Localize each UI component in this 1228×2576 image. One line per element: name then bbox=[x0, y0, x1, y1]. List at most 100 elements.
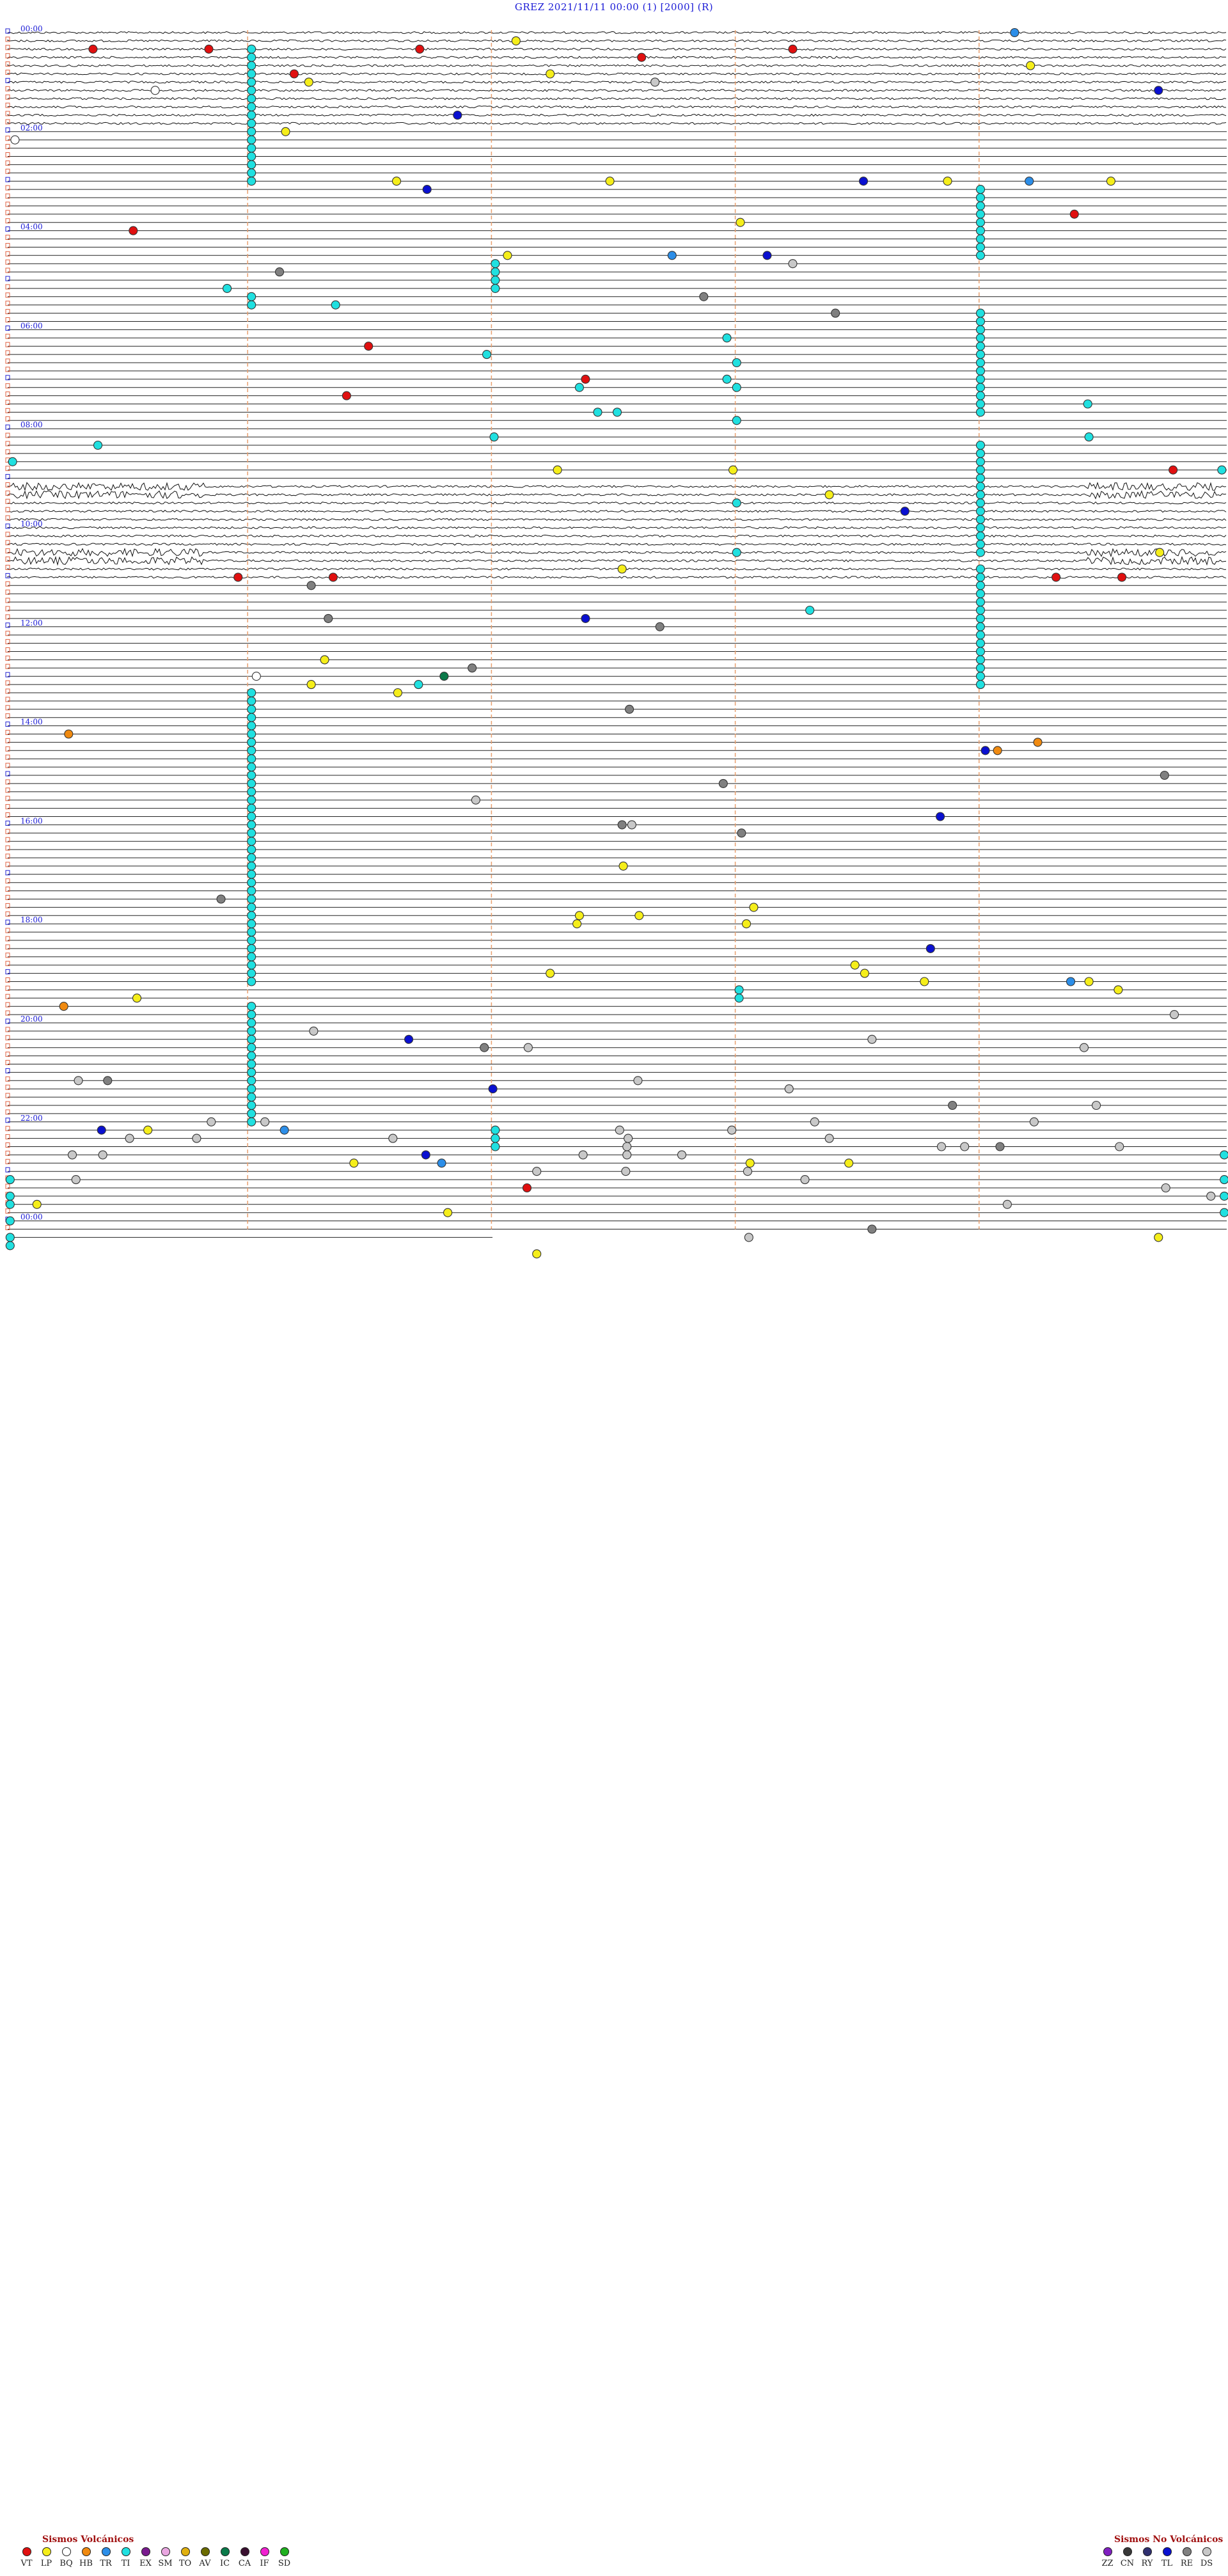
ti-event bbox=[975, 672, 986, 681]
row-marker bbox=[5, 804, 10, 810]
row-marker bbox=[5, 639, 10, 645]
row-marker bbox=[5, 614, 10, 620]
trace-line bbox=[7, 122, 1227, 125]
trace-line bbox=[7, 548, 1227, 558]
event-re bbox=[831, 308, 840, 318]
event-lp bbox=[850, 960, 860, 970]
row-marker bbox=[5, 779, 10, 785]
ti-event bbox=[975, 589, 986, 599]
legend-non-volcanic-title: Sismos No Volcánicos bbox=[1114, 2534, 1224, 2545]
ti-event bbox=[247, 1026, 256, 1036]
row-marker bbox=[5, 1142, 10, 1148]
row-marker bbox=[5, 845, 10, 851]
legend-dot-hb bbox=[81, 2547, 91, 2556]
row-marker bbox=[5, 466, 10, 471]
trace-line bbox=[7, 526, 1227, 530]
event-hb bbox=[59, 1002, 68, 1011]
ti-event bbox=[247, 729, 256, 739]
time-label: 04:00 bbox=[20, 223, 43, 232]
legend-item-ex: EX bbox=[136, 2547, 155, 2568]
event-lp bbox=[824, 490, 834, 500]
row-marker bbox=[5, 589, 10, 595]
row-marker bbox=[5, 498, 10, 504]
ti-event bbox=[247, 168, 256, 178]
row-marker bbox=[5, 812, 10, 818]
ti-event bbox=[247, 44, 256, 54]
row-marker bbox=[5, 94, 10, 100]
row-marker bbox=[5, 1101, 10, 1107]
event-bq bbox=[251, 672, 261, 681]
event-tr bbox=[667, 251, 677, 260]
legend-code-tl: TL bbox=[1161, 2559, 1173, 2568]
ti-event bbox=[975, 201, 986, 210]
legend-dot-vt bbox=[22, 2547, 31, 2556]
event-vt bbox=[1117, 573, 1127, 582]
ti-event bbox=[247, 763, 256, 772]
ti-event bbox=[247, 1100, 256, 1110]
time-label: 00:00 bbox=[20, 24, 43, 33]
event-ds bbox=[1079, 1043, 1089, 1052]
row-marker bbox=[5, 697, 10, 702]
legend-code-lp: LP bbox=[40, 2559, 52, 2568]
event-lp bbox=[32, 1199, 42, 1209]
legend-code-if: IF bbox=[260, 2559, 269, 2568]
ti-event bbox=[975, 647, 986, 656]
event-ti bbox=[5, 1216, 15, 1226]
event-ds bbox=[627, 820, 636, 830]
legend-code-ry: RY bbox=[1141, 2559, 1153, 2568]
event-ti bbox=[8, 457, 17, 466]
trace-line bbox=[7, 555, 1227, 566]
event-ds bbox=[810, 1117, 819, 1126]
ti-event bbox=[247, 770, 256, 780]
ti-event bbox=[491, 1125, 500, 1135]
event-hb bbox=[64, 729, 74, 739]
event-re bbox=[625, 704, 634, 714]
event-tr bbox=[1066, 977, 1076, 986]
event-ds bbox=[624, 1134, 633, 1143]
row-marker bbox=[5, 136, 10, 141]
row-marker bbox=[5, 309, 10, 315]
event-ti bbox=[482, 350, 492, 360]
legend-dot-ds bbox=[1202, 2547, 1211, 2556]
legend-dot-av bbox=[200, 2547, 210, 2556]
ti-event bbox=[975, 581, 986, 590]
event-ti bbox=[732, 548, 741, 557]
ti-event bbox=[247, 746, 256, 755]
legend-dot-zz bbox=[1103, 2547, 1112, 2556]
event-re bbox=[216, 894, 226, 904]
event-vt bbox=[1169, 465, 1178, 475]
row-marker bbox=[5, 226, 10, 232]
event-vt bbox=[233, 573, 243, 582]
row-marker bbox=[5, 61, 10, 67]
event-ds bbox=[67, 1150, 77, 1160]
event-lp bbox=[728, 465, 738, 475]
row-marker bbox=[5, 242, 10, 248]
legend-item-tr: TR bbox=[96, 2547, 116, 2568]
event-ti bbox=[732, 358, 741, 368]
trace-line bbox=[7, 47, 1227, 51]
event-ti bbox=[1083, 399, 1092, 409]
trace-rows bbox=[7, 31, 1227, 1238]
row-marker bbox=[5, 928, 10, 933]
row-marker bbox=[5, 565, 10, 570]
ti-event bbox=[975, 399, 986, 409]
ti-event bbox=[247, 52, 256, 62]
ti-event bbox=[247, 160, 256, 170]
ti-event bbox=[247, 696, 256, 706]
ti-event bbox=[491, 1142, 500, 1151]
ti-event bbox=[491, 283, 500, 293]
ti-event bbox=[975, 448, 986, 458]
time-labels: 00:00 02:00 04:00 06:00 08:00 10:00 12:00 14:00… bbox=[20, 24, 43, 1222]
ti-event bbox=[975, 242, 986, 252]
row-marker bbox=[5, 317, 10, 322]
event-re bbox=[306, 581, 316, 590]
legend-volcanic-items: VT LP BQ HB TR TI EX SM TO AV IC CA IF SD bbox=[17, 2547, 294, 2568]
event-re bbox=[1160, 770, 1169, 780]
ti-columns bbox=[247, 44, 986, 1151]
row-marker bbox=[5, 441, 10, 446]
ti-event bbox=[247, 919, 256, 929]
row-marker bbox=[5, 284, 10, 290]
event-ds bbox=[960, 1142, 970, 1151]
row-marker bbox=[5, 862, 10, 867]
row-marker bbox=[5, 597, 10, 603]
